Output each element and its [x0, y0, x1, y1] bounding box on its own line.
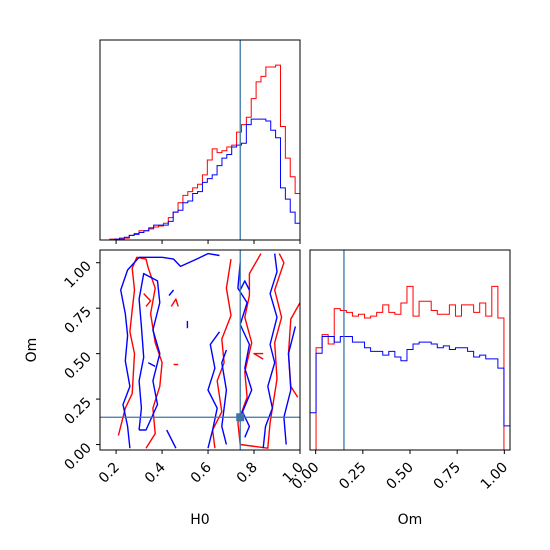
red-contour-4 — [143, 293, 152, 307]
h0-marginal-panel — [99, 39, 301, 244]
joint-truth-lines — [100, 250, 300, 450]
om-axis-label: Om — [398, 512, 423, 528]
h0-marginal-frame — [99, 39, 301, 241]
blue-contour-1 — [138, 272, 161, 431]
red-contour-7 — [253, 352, 264, 360]
h0-x-tick-label: 0.4 — [142, 459, 169, 486]
om-histogram-series-0 — [310, 285, 510, 451]
h0-histogram-series-0 — [100, 64, 301, 241]
joint-panel: 0.2 0.4 0.6 0.8 1.0 0.000.250.500.751.00 — [61, 249, 307, 487]
om-x-ticks: 0.00 0.25 0.50 0.75 1.00 — [289, 450, 511, 493]
red-contour-0 — [117, 256, 163, 449]
blue-contour-2 — [166, 429, 177, 449]
blue-contour-5 — [237, 262, 253, 438]
joint-truth-marker — [236, 413, 245, 422]
h0-x-tick-label: 0.6 — [188, 459, 215, 486]
red-contour-1 — [211, 258, 232, 449]
h0-histogram-series-1 — [100, 118, 301, 241]
red-contour-2 — [237, 253, 285, 449]
blue-contour-0 — [120, 252, 220, 449]
om-y-axis-label: Om — [24, 338, 40, 363]
blue-contour-4 — [221, 349, 228, 445]
om-y-tick-label: 0.00 — [61, 440, 94, 473]
red-contour-5 — [170, 298, 179, 307]
om-histogram-series — [309, 285, 511, 451]
h0-histogram-series — [100, 64, 301, 241]
blue-contour-3 — [207, 331, 221, 449]
om-y-ticks: 0.00 0.25 0.50 0.75 1.00 — [61, 258, 100, 473]
om-y-tick-label: 0.75 — [61, 304, 94, 337]
h0-x-tick-label: 0.2 — [96, 460, 123, 487]
blue-contour-9 — [168, 289, 175, 296]
joint-contours — [117, 252, 300, 449]
blue-contour-11 — [147, 362, 156, 368]
om-histogram-series-1 — [309, 336, 511, 450]
blue-contour-7 — [283, 326, 297, 445]
om-x-tick-label: 1.00 — [478, 460, 511, 493]
om-x-tick-label: 0.25 — [336, 460, 369, 493]
joint-frame — [99, 249, 301, 451]
h0-x-tick-label: 0.8 — [234, 460, 261, 487]
blue-contour-8 — [239, 280, 251, 291]
om-x-tick-label: 0.50 — [383, 460, 416, 493]
om-marginal-panel: 0.00 0.25 0.50 0.75 1.00 — [289, 249, 511, 493]
h0-marginal-ticks — [115, 240, 301, 244]
om-y-tick-label: 0.50 — [61, 349, 94, 382]
om-x-tick-label: 0.75 — [431, 460, 464, 493]
om-y-tick-label: 0.25 — [61, 395, 94, 428]
h0-axis-label: H0 — [190, 512, 209, 528]
om-y-tick-label: 1.00 — [61, 258, 94, 291]
h0-x-ticks: 0.2 0.4 0.6 0.8 1.0 — [96, 450, 307, 487]
